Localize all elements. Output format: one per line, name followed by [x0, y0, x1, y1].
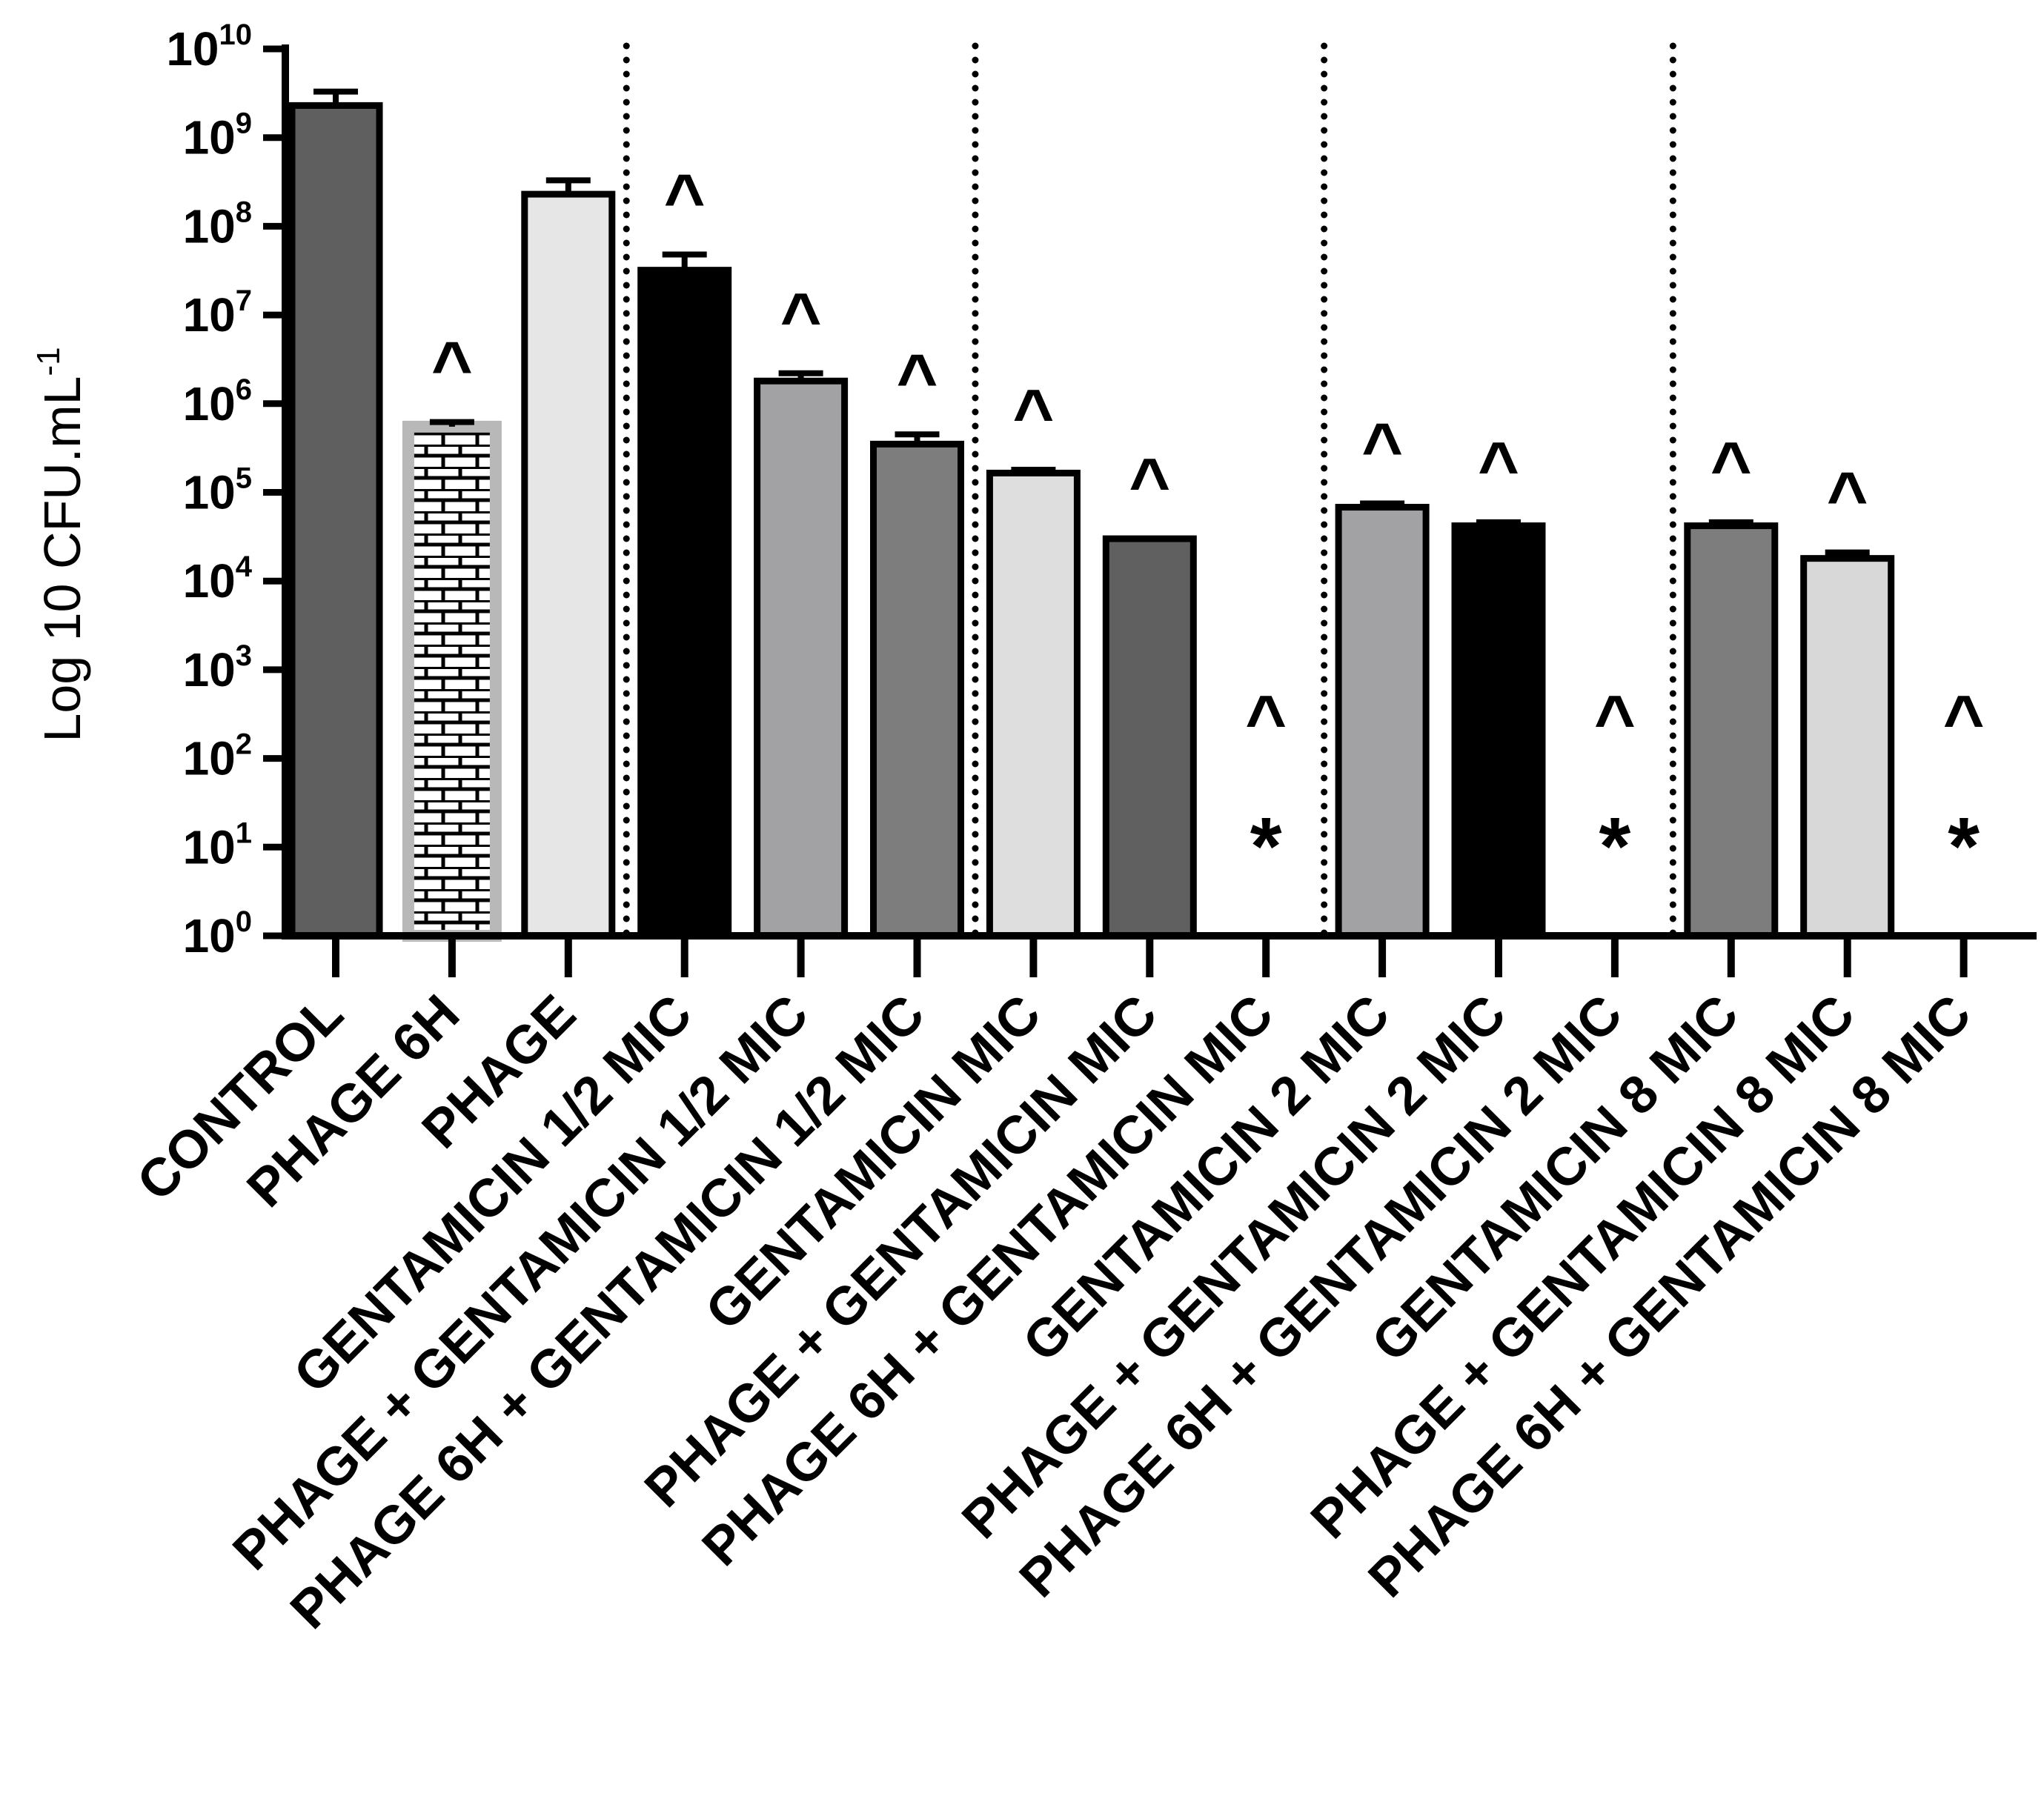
significance-caret: ^	[1594, 681, 1636, 760]
significance-caret: ^	[896, 339, 938, 419]
y-tick-label: 103	[183, 639, 252, 696]
bar	[402, 420, 502, 942]
bars	[288, 102, 1895, 942]
bar	[1335, 504, 1430, 940]
significance-caret: ^	[1245, 681, 1287, 760]
significance-caret: ^	[664, 160, 706, 239]
bar	[1684, 522, 1779, 940]
y-tick-labels: 100 101 102 103 104 105 106 107 108 109 1010	[166, 19, 252, 962]
bar	[1800, 555, 1895, 940]
significance-caret: ^	[1478, 428, 1519, 507]
significance-caret: ^	[1710, 428, 1752, 507]
y-tick-label: 101	[183, 817, 252, 874]
y-tick-label: 107	[183, 285, 252, 342]
y-tick-label: 1010	[166, 19, 252, 76]
y-tick-label: 105	[183, 462, 252, 519]
y-tick-label: 100	[183, 905, 252, 962]
y-tick-label: 106	[183, 373, 252, 430]
y-tick-label: 102	[183, 728, 252, 785]
significance-annotations: ^ ^ ^ ^ ^ ^ ^ ^ ^ ^ ^ ^ ^ * * *	[431, 160, 1985, 892]
bar	[754, 377, 849, 940]
bar	[288, 102, 383, 940]
bar	[986, 469, 1081, 940]
bar	[1102, 535, 1197, 940]
error-bars	[313, 88, 1870, 559]
significance-caret: ^	[1129, 444, 1170, 523]
significance-caret: ^	[1361, 408, 1403, 488]
bar	[521, 190, 616, 940]
significance-caret: ^	[431, 327, 473, 407]
y-tick-label: 109	[183, 107, 252, 164]
y-axis-label: Log 10 CFU.mL-1	[30, 347, 91, 742]
significance-star: *	[1250, 801, 1282, 892]
significance-star: *	[1599, 801, 1630, 892]
significance-caret: ^	[1012, 375, 1054, 454]
bar	[870, 440, 964, 940]
y-tick-label: 104	[183, 551, 253, 608]
bar	[1451, 522, 1546, 940]
y-tick-label: 108	[183, 196, 252, 253]
bar	[637, 267, 732, 940]
y-axis-label-exponent: -1	[30, 347, 67, 376]
significance-caret: ^	[1827, 458, 1868, 537]
significance-caret: ^	[1943, 681, 1985, 760]
significance-star: *	[1948, 801, 1980, 892]
significance-caret: ^	[780, 279, 822, 358]
axes	[263, 44, 2037, 977]
y-axis-label-text: Log 10 CFU.mL	[33, 376, 91, 742]
